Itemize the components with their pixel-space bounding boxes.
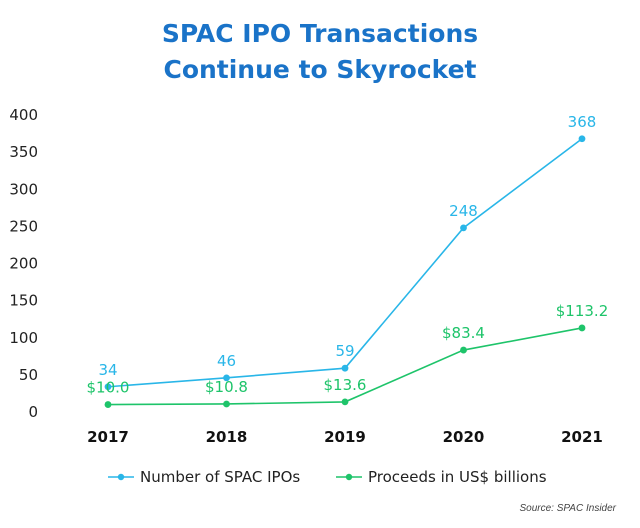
y-tick-label: 150 [9,292,38,310]
data-point [578,324,586,332]
data-label: $113.2 [556,302,609,320]
chart-title-line-2: Continue to Skyrocket [163,55,477,84]
x-tick-label: 2020 [443,428,485,446]
data-point [223,400,230,408]
data-label: 34 [98,361,117,379]
data-point [341,364,349,372]
y-tick-label: 0 [28,403,38,421]
y-tick-label: 350 [9,143,38,161]
data-label: 46 [217,352,236,370]
data-point [578,135,586,143]
data-point [104,383,112,391]
data-label: $83.4 [442,324,485,342]
x-tick-label: 2021 [561,428,603,446]
y-tick-label: 300 [9,180,38,198]
y-tick-label: 250 [9,217,38,235]
data-point [223,374,230,382]
data-label: $10.0 [87,379,130,397]
x-tick-label: 2019 [324,428,366,446]
x-tick-label: 2018 [206,428,248,446]
y-tick-label: 400 [9,106,38,124]
legend-label: Number of SPAC IPOs [140,468,300,486]
data-point [460,346,467,354]
data-label: 248 [449,202,478,220]
data-label: $10.8 [205,378,248,396]
legend: Number of SPAC IPOs Proceeds in US$ billi… [108,468,547,486]
x-tick-label: 2017 [87,428,129,446]
legend-marker [345,473,353,481]
data-point [104,401,112,408]
data-label: 59 [335,342,354,360]
chart-title-line-1: SPAC IPO Transactions [161,19,479,48]
source-note: Source: SPAC Insider [519,503,616,514]
data-label: 368 [568,113,597,131]
legend-label: Proceeds in US$ billions [368,468,547,486]
y-tick-label: 200 [9,255,38,273]
y-tick-label: 50 [19,366,38,384]
data-point [341,398,349,406]
data-label: $13.6 [324,376,367,394]
legend-marker [117,473,125,481]
y-tick-label: 100 [9,329,38,347]
data-point [460,224,467,232]
